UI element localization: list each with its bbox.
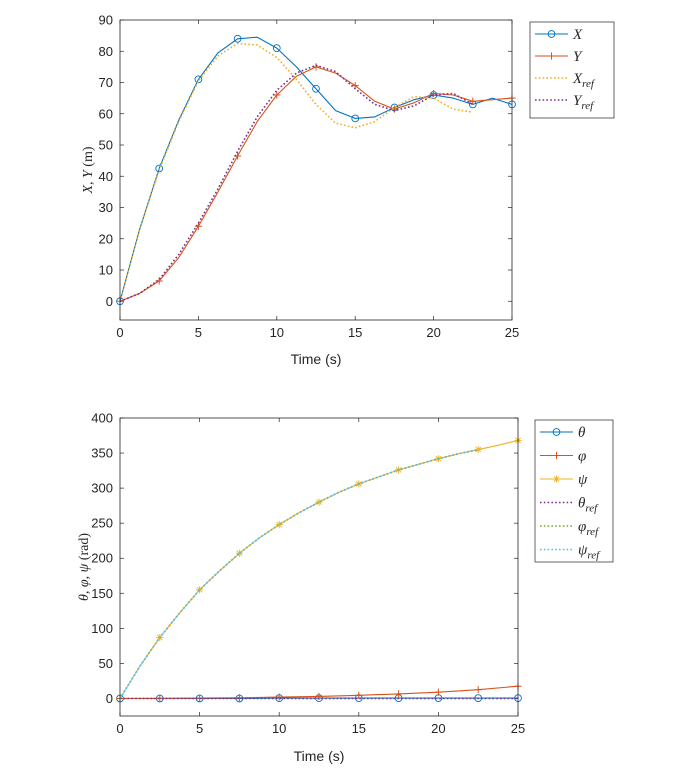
legend-box — [530, 22, 614, 118]
y-tick-label: 10 — [99, 263, 113, 278]
x-tick-label: 0 — [116, 325, 123, 340]
y-tick-label: 0 — [106, 294, 113, 309]
x-tick-label: 5 — [196, 721, 203, 736]
y-tick-label: 300 — [91, 481, 113, 496]
y-tick-label: 40 — [99, 169, 113, 184]
y-tick-label: 30 — [99, 200, 113, 215]
x-tick-label: 20 — [431, 721, 445, 736]
x-tick-label: 5 — [195, 325, 202, 340]
y-tick-label: 250 — [91, 516, 113, 531]
y-tick-label: 50 — [99, 138, 113, 153]
x-tick-label: 10 — [270, 325, 284, 340]
y-tick-label: 100 — [91, 621, 113, 636]
x-axis-label: Time (s) — [291, 351, 342, 367]
data-point-psi — [236, 550, 243, 557]
y-axis-label: θ, φ, ψ (rad) — [77, 533, 92, 601]
legend-label: φ — [578, 449, 586, 465]
data-point-psi — [276, 521, 283, 528]
y-tick-label: 0 — [106, 691, 113, 706]
legend-marker — [553, 475, 560, 482]
y-tick-label: 200 — [91, 551, 113, 566]
data-point-psi — [196, 586, 203, 593]
data-point-psi — [315, 499, 322, 506]
y-tick-label: 70 — [99, 75, 113, 90]
x-tick-label: 0 — [116, 721, 123, 736]
plot-area — [120, 418, 518, 716]
legend-label: ψ — [578, 472, 588, 488]
x-axis-label: Time (s) — [294, 748, 345, 764]
y-tick-label: 60 — [99, 106, 113, 121]
y-tick-label: 150 — [91, 586, 113, 601]
y-tick-label: 400 — [91, 411, 113, 426]
x-tick-label: 15 — [348, 325, 362, 340]
y-tick-label: 90 — [99, 13, 113, 28]
y-tick-label: 350 — [91, 446, 113, 461]
y-tick-label: 80 — [99, 44, 113, 59]
legend-box — [535, 420, 613, 562]
x-tick-label: 25 — [505, 325, 519, 340]
y-tick-label: 50 — [99, 656, 113, 671]
chart-position-xy: 0 5 10 15 20 25 0 10 20 30 40 50 60 70 80 90 Time (s) X… — [81, 13, 614, 368]
x-tick-label: 25 — [511, 721, 525, 736]
legend-label: θ — [578, 425, 586, 441]
x-tick-label: 15 — [352, 721, 366, 736]
y-tick-label: 20 — [99, 231, 113, 246]
y-axis-label: X, Y (m) — [81, 146, 96, 194]
x-tick-label: 10 — [272, 721, 286, 736]
x-tick-label: 20 — [426, 325, 440, 340]
legend-label: X — [572, 27, 583, 43]
